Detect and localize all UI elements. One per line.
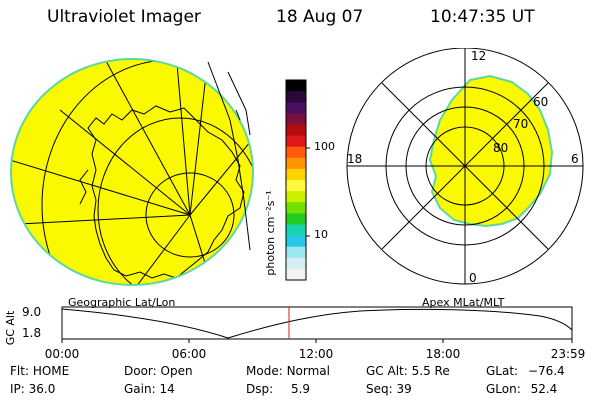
gc-alt-label: GC Alt:: [366, 364, 408, 378]
ip-label: IP:: [10, 382, 25, 396]
mode-value: Normal: [286, 364, 330, 378]
color-bar-band: [286, 213, 306, 225]
color-bar-band: [286, 146, 306, 159]
flt-status: Flt: HOME: [10, 364, 69, 378]
mlt-label-12: 12: [471, 49, 486, 63]
mlt-label-6: 6: [571, 152, 579, 166]
seq-label: Seq:: [366, 382, 393, 396]
glat-label: GLat:: [486, 364, 519, 378]
dsp-value: 5.9: [290, 382, 311, 396]
glat-value: −76.4: [527, 364, 565, 378]
color-bar-band: [286, 202, 306, 214]
gc-alt-value: 5.5 Re: [411, 364, 450, 378]
seq-status: Seq: 39: [366, 382, 412, 396]
gc-alt-status: GC Alt: 5.5 Re: [366, 364, 450, 378]
color-bar-band: [286, 80, 306, 92]
color-bar-band: [286, 257, 306, 270]
color-bar-band: [286, 168, 306, 181]
auroral-oval: [428, 74, 554, 228]
mlat-label-80: 80: [493, 141, 508, 155]
altitude-ylabel: GC Alt: [4, 310, 17, 345]
colorbar-tick-100: 100: [314, 140, 335, 153]
glon-label: GLon:: [486, 382, 521, 396]
color-bar-band: [286, 235, 306, 248]
glat-status: GLat: −76.4: [486, 364, 565, 378]
gain-value: 14: [159, 382, 175, 396]
gain-status: Gain: 14: [124, 382, 175, 396]
flt-value: HOME: [32, 364, 70, 378]
ip-status: IP: 36.0: [10, 382, 55, 396]
x-tick-0600: 06:00: [172, 347, 207, 361]
color-bar-band: [286, 102, 306, 114]
color-bar-band: [286, 113, 306, 125]
color-bar-band: [286, 268, 306, 281]
color-bar-band: [286, 224, 306, 237]
mlt-label-0: 0: [469, 271, 477, 285]
flt-label: Flt:: [10, 364, 29, 378]
colorbar-label: photon cm⁻²s⁻¹: [264, 190, 277, 275]
color-bar-band: [286, 124, 306, 137]
altitude-frame: [61, 306, 573, 340]
x-tick-0000: 00:00: [45, 347, 80, 361]
mode-label: Mode:: [246, 364, 283, 378]
door-label: Door:: [124, 364, 157, 378]
color-bar-band: [286, 246, 306, 259]
altitude-ytick-9: 9.0: [22, 305, 41, 319]
date-label: 18 Aug 07: [276, 7, 364, 27]
mlat-label-60: 60: [533, 95, 548, 109]
color-bar: photon cm⁻²s⁻¹: [264, 79, 310, 281]
color-bar-band: [286, 91, 306, 103]
color-bar-band: [286, 191, 306, 203]
altitude-ytick-1.8: 1.8: [22, 326, 41, 340]
door-value: Open: [160, 364, 193, 378]
door-status: Door: Open: [124, 364, 193, 378]
ip-value: 36.0: [28, 382, 56, 396]
mlt-label-18: 18: [347, 152, 362, 166]
time-label: 10:47:35 UT: [430, 7, 535, 27]
color-bar-band: [286, 157, 306, 170]
color-bar-band: [286, 135, 306, 148]
gain-label: Gain:: [124, 382, 156, 396]
seq-value: 39: [396, 382, 412, 396]
altitude-plot: GC Alt 9.0 1.8 00:00 06:00 12:00 18:00 2…: [4, 305, 586, 361]
dsp-label: Dsp:: [246, 382, 274, 396]
x-tick-1200: 12:00: [299, 347, 334, 361]
glon-status: GLon: 52.4: [486, 382, 557, 396]
dsp-status: Dsp: 5.9: [246, 382, 310, 396]
x-tick-1800: 18:00: [426, 347, 461, 361]
altitude-curve: [61, 308, 573, 339]
polar-plot: 12 18 6 0 60 70 80: [346, 48, 584, 285]
glon-value: 52.4: [530, 382, 558, 396]
color-bar-scale: [286, 80, 306, 281]
mode-status: Mode: Normal: [246, 364, 330, 378]
color-bar-band: [286, 180, 306, 192]
app-title: Ultraviolet Imager: [47, 7, 201, 27]
x-tick-2359: 23:59: [551, 347, 586, 361]
geographic-image: [10, 58, 254, 286]
geographic-panel-title: Geographic Lat/Lon: [68, 296, 176, 309]
colorbar-tick-10: 10: [314, 228, 328, 241]
apex-panel-title: Apex MLat/MLT: [422, 296, 505, 309]
mlat-label-70: 70: [513, 117, 528, 131]
